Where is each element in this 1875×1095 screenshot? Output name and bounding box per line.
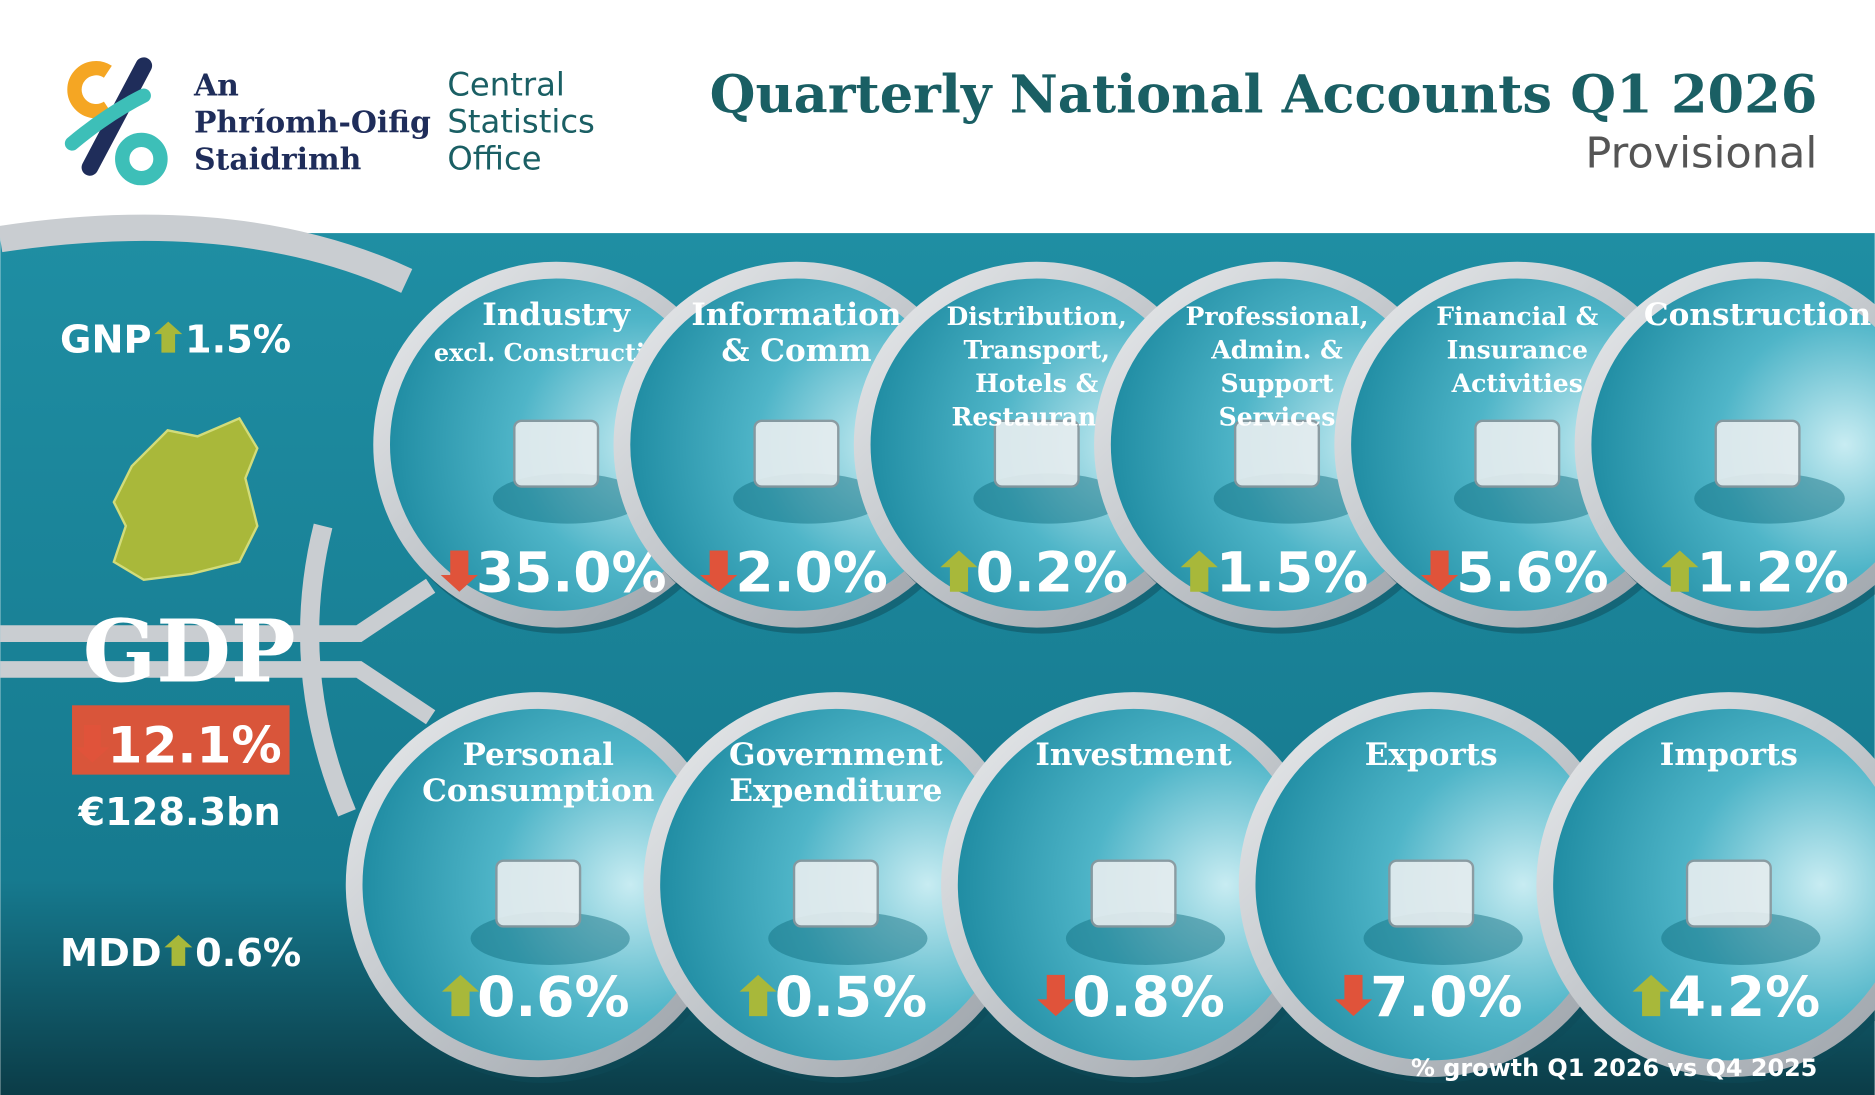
indicator-label: GNP xyxy=(60,318,151,363)
band xyxy=(300,523,356,817)
arrow-up xyxy=(164,934,193,966)
gdp-level: €128.3bn xyxy=(77,790,280,835)
item-name: & Comm xyxy=(721,333,871,369)
item-circle: Exports 7.0% xyxy=(1238,692,1628,1084)
item-circle: Investment 0.8% xyxy=(941,692,1330,1084)
indicator-value: 0.6% xyxy=(195,931,301,976)
indicator-label: MDD xyxy=(60,931,162,976)
item-name: Personal xyxy=(463,737,615,773)
item-name: Professional, xyxy=(1186,301,1369,331)
arrow-down xyxy=(440,550,478,592)
arrow-up xyxy=(154,321,183,353)
item-name: Hotels & xyxy=(975,368,1098,398)
gdp-box xyxy=(72,705,290,775)
arrow-down xyxy=(1420,550,1459,592)
icon xyxy=(792,859,879,928)
subtitle: Provisional xyxy=(1585,128,1817,178)
growth-value: 7.0% xyxy=(1370,965,1522,1029)
icon xyxy=(1714,419,1801,488)
logo-english: Statistics xyxy=(447,103,595,141)
icon xyxy=(1474,419,1561,488)
band xyxy=(0,214,413,293)
arrow-down xyxy=(1334,974,1373,1017)
item-name: Investment xyxy=(1035,737,1232,773)
logo-irish: Phríomh-Oifig xyxy=(194,106,431,141)
item-name: Activities xyxy=(1451,368,1583,398)
item-name: Consumption xyxy=(422,773,654,809)
item-name: Transport, xyxy=(963,335,1110,365)
arrow-up xyxy=(441,974,480,1017)
item-name: Construction xyxy=(1644,297,1871,333)
logo-english: Office xyxy=(447,140,541,178)
growth-value: 1.2% xyxy=(1696,541,1848,605)
arrow-down xyxy=(75,725,110,763)
gdp-label: GDP xyxy=(83,601,296,702)
growth-value: 0.2% xyxy=(976,541,1128,605)
item-name: Imports xyxy=(1660,737,1798,773)
item-name: Expenditure xyxy=(729,773,942,809)
indicator-value: 1.5% xyxy=(185,318,291,363)
growth-value: 5.6% xyxy=(1456,541,1608,605)
icon xyxy=(1685,859,1772,928)
item-name: Government xyxy=(729,737,943,773)
gnp: GNP 1.5% xyxy=(60,318,291,363)
band xyxy=(0,661,436,725)
icon xyxy=(1090,859,1177,928)
summary: GNP 1.5% MDD 0.6% GDP 12.1% €128.3bn xyxy=(60,318,301,976)
item-name: Services xyxy=(1219,402,1336,432)
item-circle: Imports 4.2% xyxy=(1536,692,1875,1083)
arrow-up xyxy=(739,974,777,1017)
item-name: Restaurants xyxy=(951,402,1122,432)
arrow-down xyxy=(1037,974,1075,1017)
ireland-map xyxy=(112,416,259,582)
mdd: MDD 0.6% xyxy=(60,931,301,976)
arrow-down xyxy=(700,550,738,592)
logo xyxy=(64,57,168,186)
footnote: % growth Q1 2026 vs Q4 2025 xyxy=(1411,1054,1817,1082)
item-name: Information xyxy=(691,297,901,333)
item-name: Exports xyxy=(1365,737,1498,773)
icon xyxy=(1233,419,1321,488)
logo-english: Central xyxy=(447,66,564,104)
item-name: Support xyxy=(1220,368,1333,398)
icon xyxy=(993,419,1080,488)
arrow-up xyxy=(1180,550,1218,592)
growth-value: 0.6% xyxy=(477,965,629,1029)
item-name: Insurance xyxy=(1447,335,1588,365)
icon xyxy=(513,419,600,488)
logo-irish: Staidrimh xyxy=(194,143,362,178)
item-name: Financial & xyxy=(1436,301,1598,331)
growth-value: 0.8% xyxy=(1072,965,1224,1029)
arrow-up xyxy=(1661,550,1699,592)
icon xyxy=(1388,859,1475,928)
title: Quarterly National Accounts Q1 2026 xyxy=(710,64,1818,125)
item-name: Industry xyxy=(482,297,631,333)
arrow-up xyxy=(940,550,978,592)
band xyxy=(0,578,436,642)
growth-value: 2.0% xyxy=(735,541,887,605)
growth-value: 12.1% xyxy=(108,716,282,775)
icon xyxy=(495,859,582,928)
logo-irish: An xyxy=(193,69,239,104)
icon xyxy=(753,419,840,488)
growth-value: 35.0% xyxy=(476,541,667,605)
item-circle: Construction 1.2% xyxy=(1574,261,1875,634)
growth-value: 1.5% xyxy=(1216,541,1368,605)
growth-value: 0.5% xyxy=(775,965,927,1029)
growth-value: 4.2% xyxy=(1668,965,1820,1029)
item-name: Admin. & xyxy=(1210,335,1343,365)
item-name: Distribution, xyxy=(947,301,1127,331)
arrow-up xyxy=(1632,974,1670,1017)
